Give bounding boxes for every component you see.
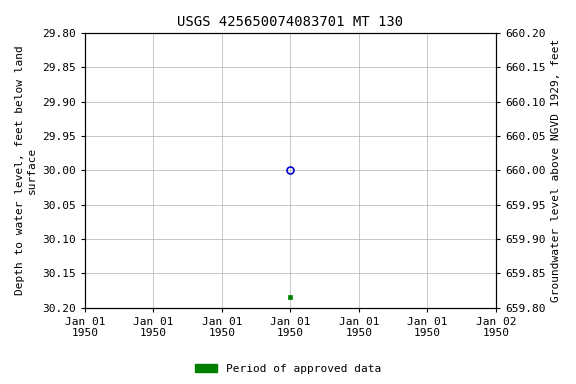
Y-axis label: Groundwater level above NGVD 1929, feet: Groundwater level above NGVD 1929, feet	[551, 39, 561, 302]
Title: USGS 425650074083701 MT 130: USGS 425650074083701 MT 130	[177, 15, 403, 29]
Legend: Period of approved data: Period of approved data	[191, 359, 385, 379]
Y-axis label: Depth to water level, feet below land
surface: Depth to water level, feet below land su…	[15, 45, 37, 295]
